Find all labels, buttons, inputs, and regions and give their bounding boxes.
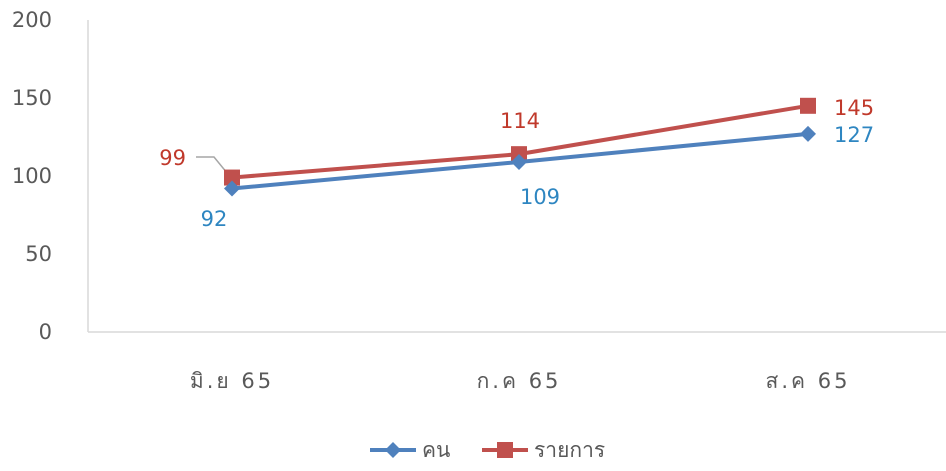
- y-tick-label: 200: [12, 8, 52, 32]
- data-label: 109: [520, 185, 560, 209]
- legend-label: คน: [422, 438, 450, 462]
- data-point-square-marker: [800, 97, 816, 114]
- legend: คน รายการ: [370, 438, 605, 462]
- y-tick-label: 0: [39, 320, 52, 344]
- series-kon: [224, 125, 816, 197]
- data-point-square-marker: [497, 442, 513, 458]
- data-point-diamond-marker: [224, 180, 240, 197]
- x-tick-label: มิ.ย 65: [190, 369, 274, 393]
- data-point-diamond-marker: [385, 442, 401, 458]
- y-tick-label: 150: [12, 86, 52, 110]
- axes: 0 50 100 150 200 มิ.ย 65 ก.ค 65 ส.ค 65: [12, 8, 946, 393]
- data-labels: 92 109 127 99 114 145: [159, 96, 874, 231]
- data-label: 145: [834, 96, 874, 120]
- series-layer: [224, 97, 816, 197]
- x-tick-label: ก.ค 65: [477, 369, 562, 393]
- data-label: 92: [201, 207, 228, 231]
- x-tick-label: ส.ค 65: [766, 369, 851, 393]
- data-point-square-marker: [224, 169, 240, 186]
- data-label: 127: [834, 123, 874, 147]
- data-label: 114: [500, 109, 540, 133]
- y-tick-label: 100: [12, 164, 52, 188]
- data-point-diamond-marker: [800, 125, 816, 142]
- legend-item-kon: คน: [370, 438, 450, 462]
- data-label: 99: [159, 146, 186, 170]
- data-point-diamond-marker: [511, 153, 527, 170]
- y-tick-label: 50: [25, 242, 52, 266]
- legend-item-raikan: รายการ: [482, 438, 605, 462]
- legend-label: รายการ: [534, 438, 605, 462]
